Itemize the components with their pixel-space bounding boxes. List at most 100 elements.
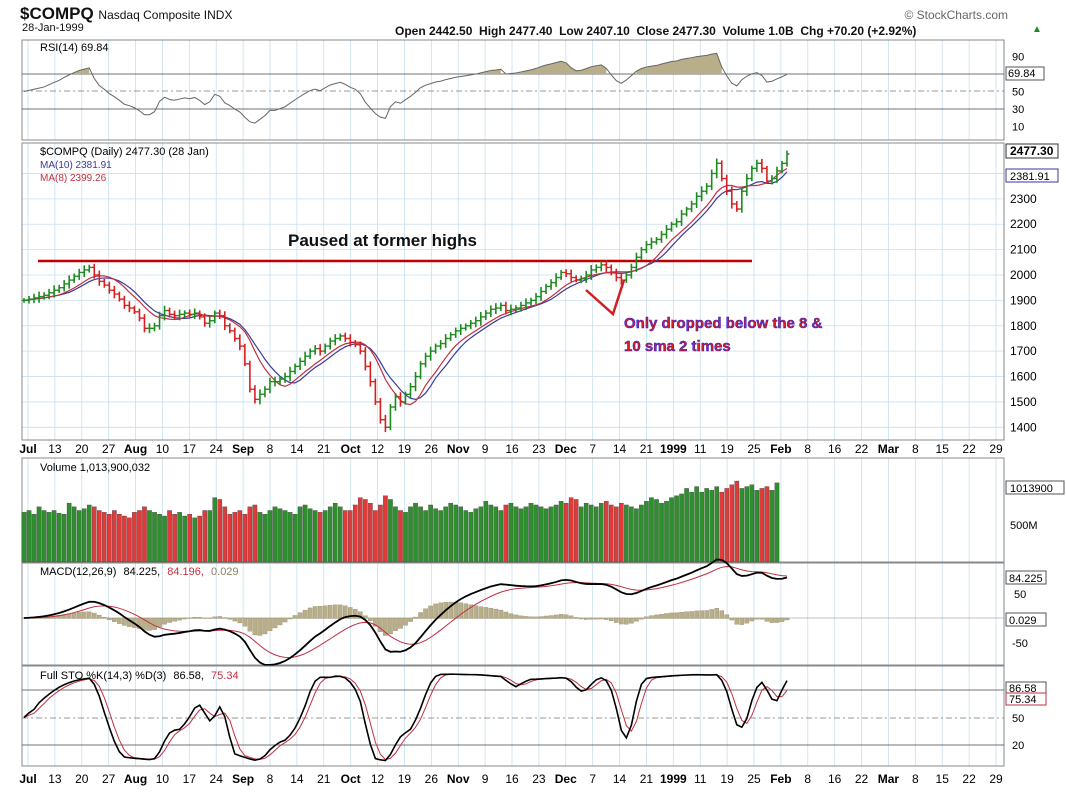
price-bar bbox=[121, 295, 127, 309]
price-bar bbox=[197, 310, 203, 320]
sto-k-line bbox=[23, 673, 788, 762]
macd-hist-bar bbox=[573, 617, 579, 619]
macd-hist-bar bbox=[458, 602, 464, 619]
volume-bar bbox=[448, 502, 453, 563]
price-bar bbox=[347, 334, 353, 347]
volume-bar bbox=[383, 495, 388, 563]
price-bar bbox=[362, 347, 368, 371]
price-bar bbox=[31, 293, 37, 304]
date-tick-label: Nov bbox=[447, 772, 470, 786]
volume-bar bbox=[337, 506, 343, 563]
macd-hist-bar bbox=[634, 617, 639, 622]
date-tick-label: 19 bbox=[720, 772, 734, 786]
macd-hist-bar bbox=[689, 611, 694, 619]
macd-hist-bar bbox=[779, 617, 785, 622]
volume-bar bbox=[659, 502, 664, 563]
volume-bar bbox=[152, 512, 157, 563]
ma10-legend: MA(10) 2381.91 bbox=[40, 160, 112, 171]
volume-bar bbox=[644, 501, 649, 563]
volume-bar bbox=[749, 484, 755, 563]
macd-tick-neg50: -50 bbox=[1012, 638, 1028, 650]
macd-hist-bar bbox=[533, 616, 539, 619]
volume-bar bbox=[604, 501, 609, 563]
date-axis-bottom: Jul 13 20 27 Aug 10 17 24 Sep 8 14 21 Oct 12 19 26 Nov 9 1… bbox=[19, 772, 1003, 786]
volume-last-value: 1013900 bbox=[1010, 483, 1053, 495]
price-bar bbox=[312, 345, 318, 355]
price-bar bbox=[734, 201, 740, 212]
price-bar bbox=[603, 260, 609, 273]
svg-text:MACD(12,26,9) 84.225,: MACD(12,26,9) 84.225, 84.196, 0.029 bbox=[40, 566, 239, 578]
volume-bar bbox=[368, 502, 373, 563]
date-tick-label: 13 bbox=[48, 442, 62, 456]
macd-hist-bar bbox=[528, 616, 534, 619]
date-tick-label: 20 bbox=[75, 442, 89, 456]
price-bar bbox=[157, 311, 163, 330]
volume-bar bbox=[307, 508, 313, 563]
price-bar bbox=[272, 376, 278, 387]
date-tick-label: 12 bbox=[371, 442, 385, 456]
volume-bar bbox=[257, 512, 263, 563]
volume-bar bbox=[669, 497, 674, 563]
date-tick-label: 1999 bbox=[660, 442, 687, 456]
date-tick-label: Dec bbox=[555, 442, 577, 456]
price-bar bbox=[192, 308, 198, 319]
macd-hist-bar bbox=[744, 617, 750, 624]
price-bar bbox=[106, 281, 112, 294]
macd-hist-bar bbox=[197, 616, 202, 619]
rsi-overbought-fill bbox=[510, 61, 607, 74]
macd-hist-bar bbox=[724, 614, 730, 619]
price-bar bbox=[428, 346, 434, 361]
volume-bar bbox=[197, 515, 202, 563]
macd-hist-bar bbox=[478, 606, 484, 619]
macd-hist-bar bbox=[749, 617, 755, 622]
volume-bar bbox=[744, 486, 750, 563]
volume-bar bbox=[393, 506, 398, 563]
macd-hist-bar bbox=[498, 609, 504, 619]
macd-value: 84.225, bbox=[123, 566, 160, 578]
macd-hist-bar bbox=[578, 617, 584, 620]
price-bar bbox=[453, 327, 459, 338]
price-bar bbox=[111, 285, 117, 299]
macd-hist-bar bbox=[488, 607, 494, 619]
macd-hist-bar bbox=[558, 614, 564, 619]
macd-tick-50: 50 bbox=[1014, 589, 1026, 601]
price-bar bbox=[523, 298, 529, 311]
macd-hist-bar bbox=[784, 617, 790, 621]
macd-hist-bar bbox=[468, 604, 474, 619]
price-bar bbox=[131, 305, 137, 315]
volume-bar bbox=[739, 488, 745, 563]
date-tick-label: Dec bbox=[555, 772, 577, 786]
volume-bar bbox=[473, 508, 479, 563]
date-tick-label: 13 bbox=[48, 772, 62, 786]
macd-hist-bar bbox=[483, 607, 489, 619]
macd-hist-bar bbox=[503, 611, 509, 619]
price-bar bbox=[653, 236, 659, 245]
date-tick-label: 17 bbox=[183, 772, 197, 786]
price-bar bbox=[508, 304, 514, 316]
price-bar bbox=[729, 186, 735, 209]
macd-last-box bbox=[1005, 570, 1047, 585]
volume-bar bbox=[322, 510, 328, 563]
volume-bar bbox=[91, 506, 97, 563]
price-tick-label: 1800 bbox=[1010, 319, 1037, 333]
macd-hist-bar bbox=[257, 617, 263, 636]
price-bar bbox=[86, 264, 92, 273]
price-bar bbox=[578, 275, 584, 284]
date-tick-label: 21 bbox=[640, 442, 654, 456]
macd-hist-bar bbox=[508, 613, 514, 619]
ma8-line bbox=[23, 167, 788, 406]
volume-bar bbox=[142, 506, 147, 563]
volume-bar bbox=[202, 510, 207, 563]
price-bar bbox=[126, 301, 132, 313]
volume-bar bbox=[137, 510, 142, 563]
volume-bar bbox=[588, 504, 594, 563]
price-bar bbox=[317, 344, 323, 356]
price-bar bbox=[357, 341, 363, 355]
price-bar bbox=[217, 309, 223, 320]
price-bar bbox=[51, 285, 57, 298]
volume-bar bbox=[378, 504, 383, 563]
price-bar bbox=[638, 246, 644, 260]
volume-bar bbox=[729, 484, 735, 563]
macd-hist-bar bbox=[91, 612, 97, 619]
date-tick-label: 14 bbox=[290, 772, 304, 786]
